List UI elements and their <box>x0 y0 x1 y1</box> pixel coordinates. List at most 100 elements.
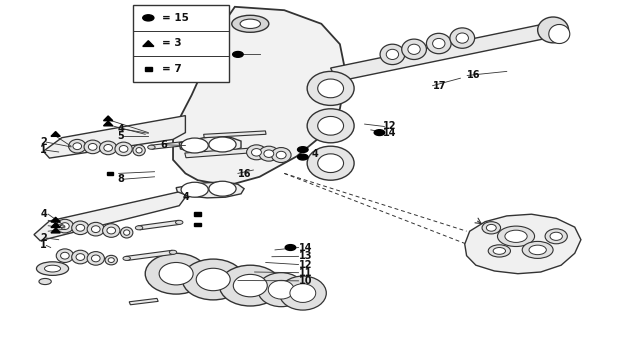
Ellipse shape <box>73 143 82 150</box>
Ellipse shape <box>99 141 117 155</box>
Ellipse shape <box>87 252 104 265</box>
Ellipse shape <box>497 226 535 246</box>
Ellipse shape <box>545 229 567 244</box>
Ellipse shape <box>268 280 294 299</box>
Polygon shape <box>126 250 174 260</box>
Ellipse shape <box>307 109 354 143</box>
Ellipse shape <box>72 221 89 235</box>
Text: 1: 1 <box>40 145 47 155</box>
Text: 4: 4 <box>40 209 47 219</box>
Ellipse shape <box>279 276 326 310</box>
Polygon shape <box>173 7 346 184</box>
Ellipse shape <box>318 154 344 172</box>
Ellipse shape <box>549 24 570 44</box>
Ellipse shape <box>91 226 100 233</box>
Polygon shape <box>129 299 158 305</box>
Ellipse shape <box>76 224 85 231</box>
Ellipse shape <box>259 146 279 161</box>
Bar <box>145 67 152 71</box>
Ellipse shape <box>182 141 189 146</box>
Circle shape <box>143 15 154 21</box>
Text: 12: 12 <box>298 259 312 270</box>
Ellipse shape <box>176 220 183 224</box>
Polygon shape <box>51 132 60 136</box>
Ellipse shape <box>209 181 236 196</box>
Polygon shape <box>179 136 241 154</box>
Ellipse shape <box>72 250 89 264</box>
Ellipse shape <box>247 145 266 160</box>
Ellipse shape <box>123 256 130 260</box>
Ellipse shape <box>386 49 399 60</box>
Ellipse shape <box>182 259 244 300</box>
Ellipse shape <box>88 143 97 150</box>
Ellipse shape <box>456 33 468 43</box>
Ellipse shape <box>121 227 133 238</box>
Ellipse shape <box>61 223 69 230</box>
Ellipse shape <box>91 255 100 262</box>
Polygon shape <box>43 116 185 158</box>
Ellipse shape <box>181 182 208 197</box>
Text: 4: 4 <box>182 192 189 202</box>
Ellipse shape <box>56 249 74 262</box>
Ellipse shape <box>505 230 527 242</box>
Ellipse shape <box>290 284 316 303</box>
Polygon shape <box>143 41 154 46</box>
Ellipse shape <box>550 232 562 240</box>
Polygon shape <box>331 22 559 82</box>
Ellipse shape <box>115 142 132 156</box>
Polygon shape <box>103 116 112 121</box>
Ellipse shape <box>482 222 501 234</box>
Text: 16: 16 <box>467 70 481 81</box>
Text: 1: 1 <box>40 240 47 251</box>
Text: 12: 12 <box>383 121 397 132</box>
Polygon shape <box>34 190 185 241</box>
Text: 2: 2 <box>40 137 47 147</box>
Bar <box>194 212 201 216</box>
Ellipse shape <box>84 140 101 154</box>
Circle shape <box>285 245 295 250</box>
Ellipse shape <box>105 255 117 265</box>
Ellipse shape <box>433 38 445 49</box>
Polygon shape <box>204 131 266 138</box>
Polygon shape <box>103 121 112 126</box>
Polygon shape <box>176 182 244 198</box>
Circle shape <box>374 130 384 135</box>
Text: 4: 4 <box>117 124 124 134</box>
Ellipse shape <box>104 144 112 151</box>
Polygon shape <box>51 217 60 222</box>
Ellipse shape <box>107 227 116 234</box>
FancyBboxPatch shape <box>133 5 229 82</box>
Text: 10: 10 <box>298 276 312 286</box>
Ellipse shape <box>209 137 236 152</box>
Text: 8: 8 <box>117 174 124 184</box>
Ellipse shape <box>318 116 344 135</box>
Ellipse shape <box>240 19 261 29</box>
Polygon shape <box>151 141 186 149</box>
Ellipse shape <box>271 148 291 163</box>
Text: 2: 2 <box>40 233 47 243</box>
Text: 4: 4 <box>311 149 318 159</box>
Polygon shape <box>185 148 254 158</box>
Ellipse shape <box>493 248 506 254</box>
Ellipse shape <box>233 274 267 297</box>
Polygon shape <box>138 220 180 230</box>
Bar <box>194 222 201 226</box>
Ellipse shape <box>318 79 344 98</box>
Text: 17: 17 <box>433 81 446 91</box>
Ellipse shape <box>380 44 405 65</box>
Ellipse shape <box>307 146 354 180</box>
Text: 13: 13 <box>298 251 312 261</box>
Ellipse shape <box>108 258 114 262</box>
Ellipse shape <box>76 254 85 260</box>
Ellipse shape <box>538 17 569 43</box>
Ellipse shape <box>133 145 145 156</box>
Ellipse shape <box>148 145 155 149</box>
Circle shape <box>297 147 308 152</box>
Ellipse shape <box>408 44 420 54</box>
Ellipse shape <box>124 230 130 235</box>
Polygon shape <box>51 223 60 227</box>
Ellipse shape <box>36 262 69 275</box>
Ellipse shape <box>69 139 86 153</box>
Ellipse shape <box>486 224 496 231</box>
Circle shape <box>232 51 243 57</box>
